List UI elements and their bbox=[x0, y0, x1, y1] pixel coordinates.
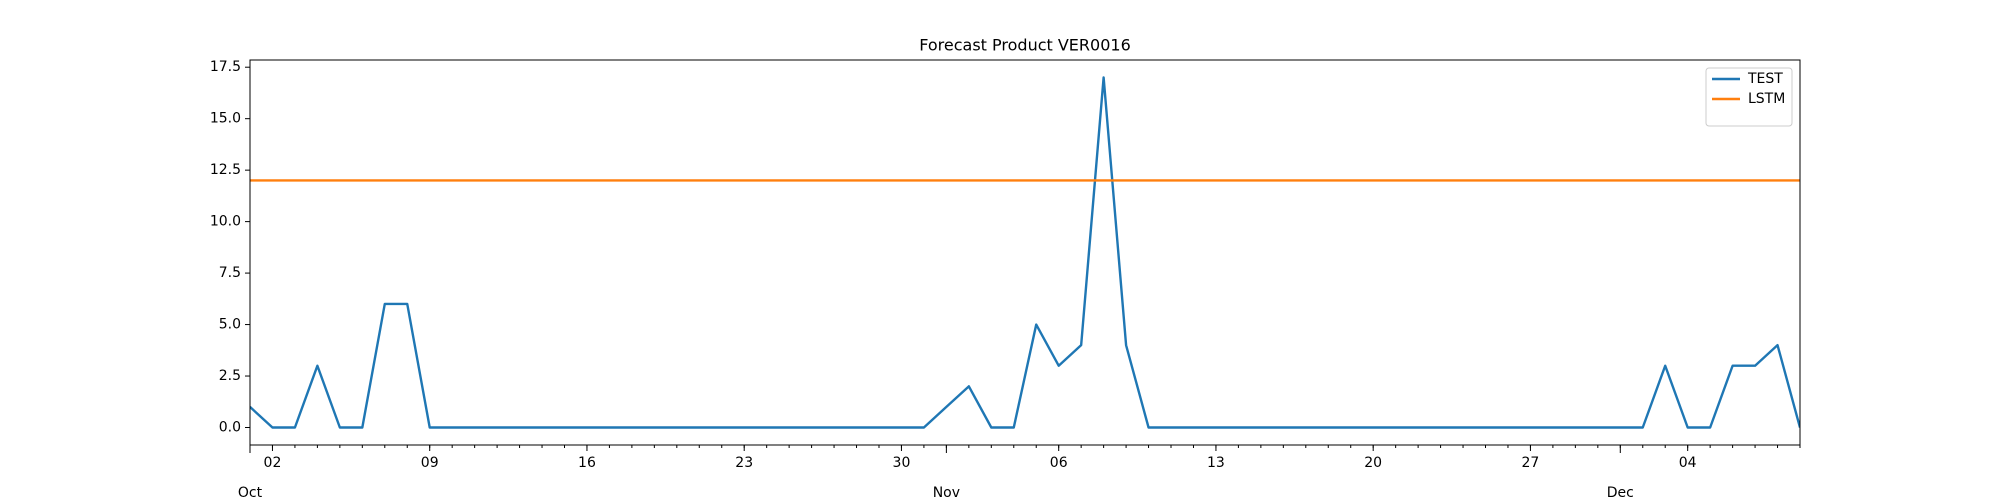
x-tick-label: 27 bbox=[1522, 455, 1540, 471]
legend-label: LSTM bbox=[1748, 91, 1785, 107]
x-month-label: Oct bbox=[238, 485, 263, 500]
x-tick-label: 23 bbox=[735, 455, 753, 471]
y-tick-label: 0.0 bbox=[219, 420, 241, 436]
x-tick-label: 04 bbox=[1679, 455, 1697, 471]
plot-frame bbox=[249, 59, 1801, 446]
x-month-label: Nov bbox=[933, 485, 960, 500]
y-tick-label: 7.5 bbox=[219, 265, 241, 281]
y-tick-label: 2.5 bbox=[219, 368, 241, 384]
legend-label: TEST bbox=[1747, 71, 1783, 87]
x-tick-label: 30 bbox=[893, 455, 911, 471]
chart-title: Forecast Product VER0016 bbox=[919, 36, 1131, 55]
x-tick-label: 16 bbox=[578, 455, 596, 471]
y-tick-label: 15.0 bbox=[210, 111, 241, 127]
y-tick-label: 5.0 bbox=[219, 317, 241, 333]
y-tick-label: 12.5 bbox=[210, 162, 241, 178]
x-tick-label: 09 bbox=[421, 455, 439, 471]
x-tick-label: 20 bbox=[1364, 455, 1382, 471]
series-line bbox=[250, 76, 1800, 429]
x-tick-label: 13 bbox=[1207, 455, 1225, 471]
x-tick-label: 06 bbox=[1050, 455, 1068, 471]
y-tick-label: 17.5 bbox=[210, 59, 241, 75]
x-tick-label: 02 bbox=[264, 455, 282, 471]
legend-box bbox=[1705, 67, 1793, 127]
x-month-label: Dec bbox=[1607, 485, 1634, 500]
y-tick-label: 10.0 bbox=[210, 214, 241, 230]
